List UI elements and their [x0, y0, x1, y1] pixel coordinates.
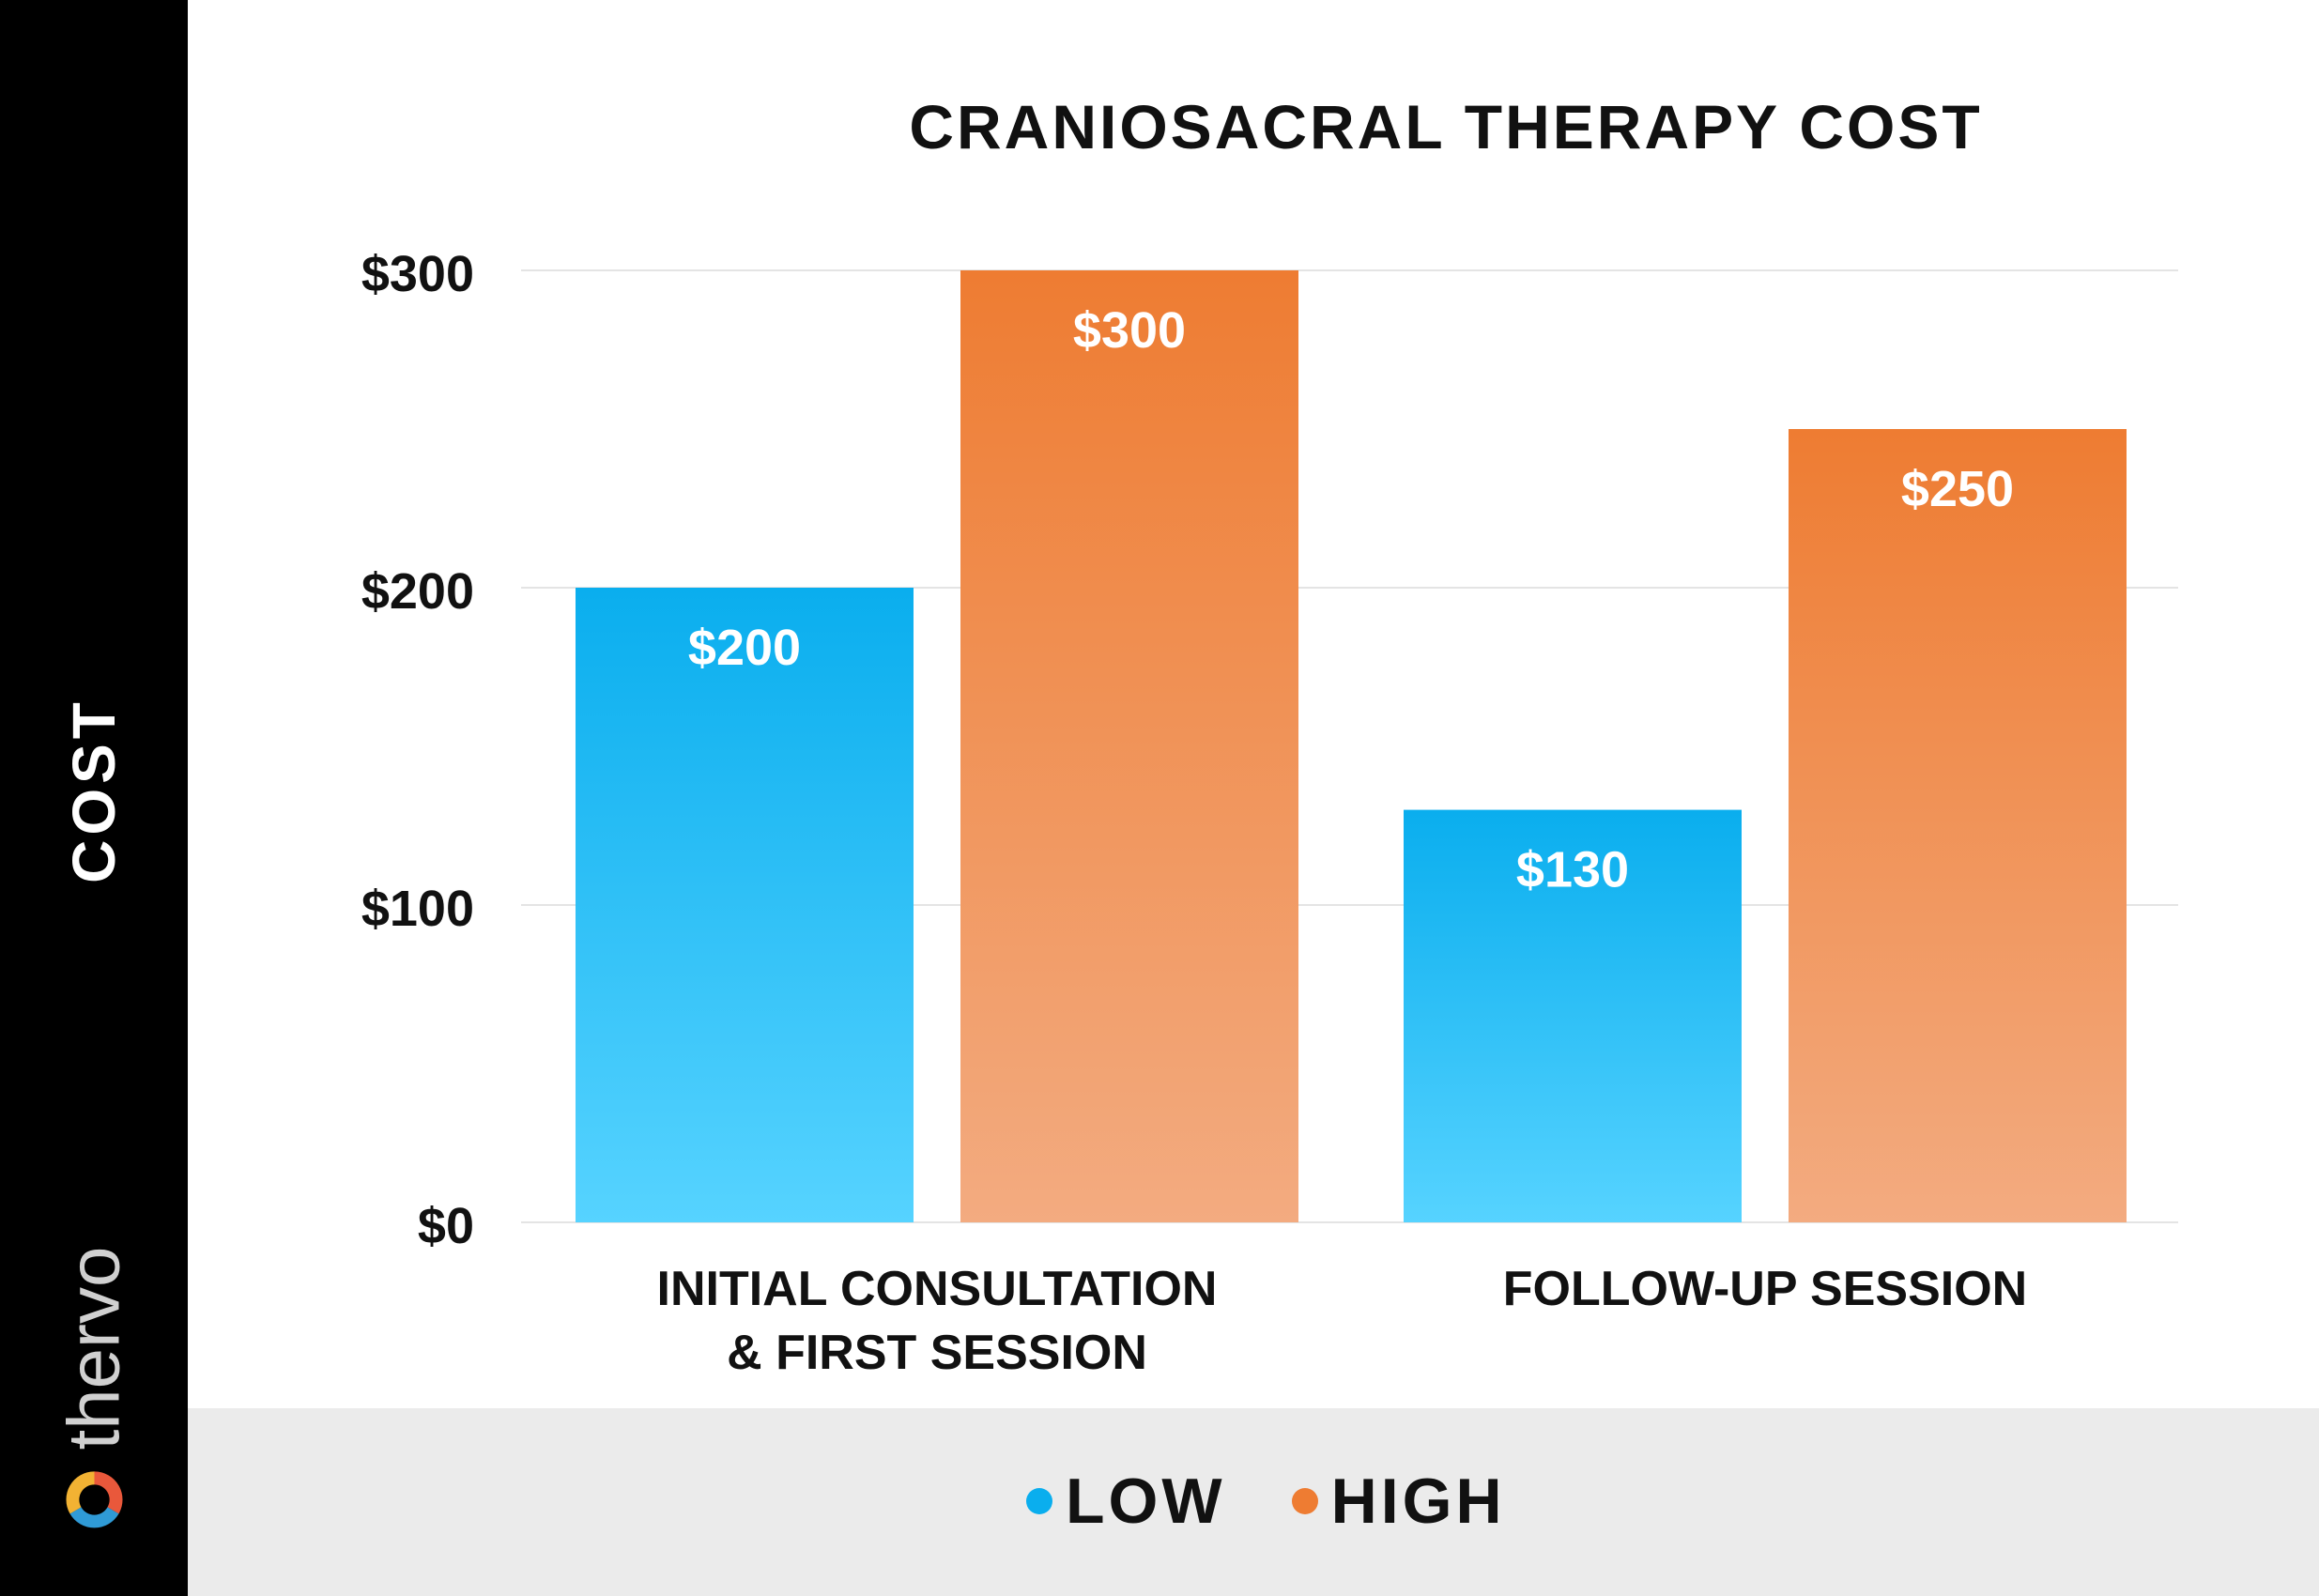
y-tick-label: $200	[361, 563, 474, 620]
aperture-logo-icon	[61, 1466, 127, 1532]
bar-low	[576, 588, 914, 1222]
chart-card: CRANIOSACRAL THERAPY COST $0 $100 $200 $300…	[188, 0, 2319, 1408]
legend-item-low: LOW	[1026, 1465, 1226, 1538]
y-tick-label: $300	[361, 246, 474, 302]
y-tick-label: $0	[418, 1198, 474, 1254]
brand-name: thervo	[52, 1246, 135, 1450]
x-category-label: INITIAL CONSULTATION	[657, 1262, 1218, 1316]
bar-high	[1789, 429, 2127, 1222]
legend-swatch	[1026, 1488, 1052, 1514]
legend-item-high: HIGH	[1291, 1465, 1506, 1538]
x-category-label: FOLLOW-UP SESSION	[1503, 1262, 2027, 1316]
legend-label: LOW	[1066, 1466, 1226, 1537]
bar-high	[960, 270, 1298, 1222]
sidebar	[0, 0, 188, 1596]
y-axis-label: COST	[60, 698, 128, 883]
brand-logo: thervo	[52, 1247, 137, 1533]
x-category-label: & FIRST SESSION	[727, 1326, 1147, 1380]
bar-low	[1404, 809, 1742, 1222]
y-tick-label: $100	[361, 881, 474, 937]
chart-plot: $0 $100 $200 $300 $200 $300 INITIAL CONSULTATI…	[361, 246, 2178, 1380]
legend: LOW HIGH	[1026, 1465, 1506, 1538]
bar-value-label: $300	[1073, 302, 1186, 359]
bar-value-label: $200	[688, 620, 801, 676]
legend-label: HIGH	[1330, 1466, 1506, 1537]
bar-value-label: $130	[1516, 842, 1629, 898]
chart-title: CRANIOSACRAL THERAPY COST	[909, 92, 1983, 161]
bar-value-label: $250	[1901, 461, 2014, 517]
legend-bar	[188, 1408, 2319, 1596]
legend-swatch	[1291, 1488, 1318, 1514]
